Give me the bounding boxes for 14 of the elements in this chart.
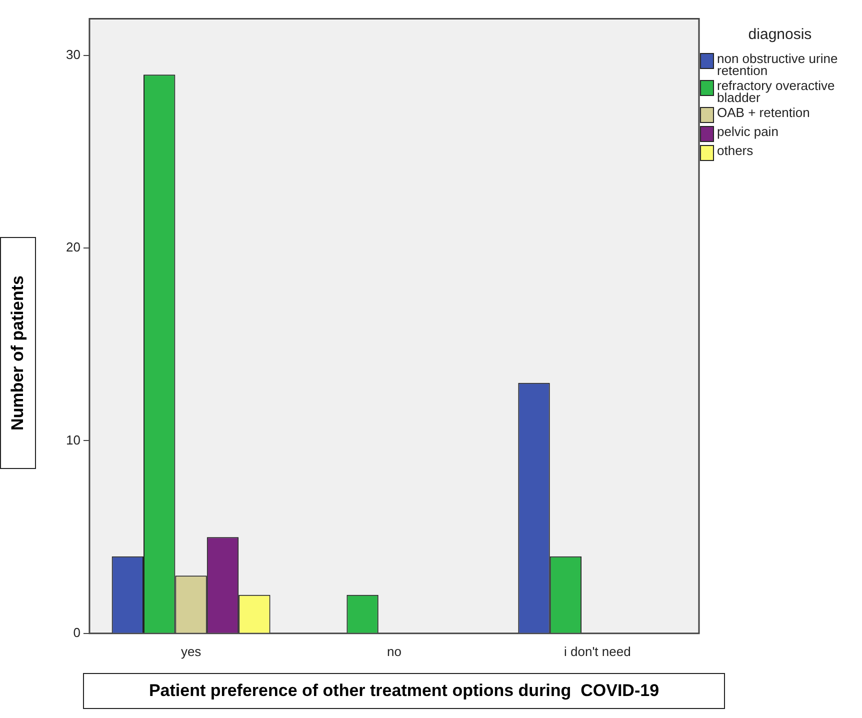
x-axis-title: Patient preference of other treatment options during COVID-19 <box>83 673 725 709</box>
legend-label: OAB + retention <box>717 105 810 120</box>
x-tick-label: yes <box>180 644 202 659</box>
legend-title: diagnosis <box>747 26 813 43</box>
y-tick-label: 30 <box>66 46 80 62</box>
y-tick-label: 20 <box>66 240 80 255</box>
x-tick-label: i don't need <box>564 644 631 659</box>
y-axis-title: Number of patients <box>0 237 36 469</box>
x-tick-label: no <box>386 644 402 659</box>
y-tick-label: 0 <box>73 624 80 640</box>
legend-label: others <box>717 143 754 158</box>
y-tick-label: 10 <box>66 432 80 448</box>
legend-label: pelvic pain <box>717 124 778 139</box>
legend-label: refractory overactive bladder <box>717 78 836 105</box>
